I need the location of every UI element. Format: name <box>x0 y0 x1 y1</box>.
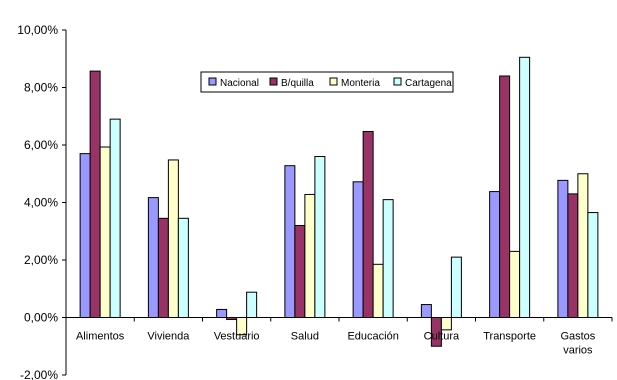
y-tick-label: 0,00% <box>24 311 58 325</box>
legend-swatch <box>393 77 402 86</box>
bar-cartagena <box>587 212 599 318</box>
y-tick-label: -2,00% <box>20 368 58 380</box>
bar-nacional <box>557 179 569 318</box>
x-axis-category-labels: Alimentos Vivienda Vestuario Salud Educación… <box>76 331 596 357</box>
y-tick-label: 8,00% <box>24 81 58 95</box>
bar-nacional <box>147 197 159 318</box>
bar-nacional <box>284 165 296 318</box>
bar-b-quilla <box>157 217 169 318</box>
bar-b-quilla <box>294 225 306 318</box>
legend-label: Nacional <box>220 78 259 89</box>
bar-nacional <box>216 308 228 319</box>
bar-monteria <box>99 146 111 318</box>
bar-cartagena <box>246 291 258 319</box>
bar-cartagena <box>450 256 462 319</box>
legend-swatch <box>269 77 278 86</box>
legend-swatch <box>329 77 338 86</box>
bar-nacional <box>352 181 364 318</box>
category-label: Vestuario <box>214 331 260 343</box>
y-tick-label: 10,00% <box>17 23 58 37</box>
bar-monteria <box>577 173 589 318</box>
legend-swatch <box>208 77 217 86</box>
bar-cartagena <box>519 56 531 319</box>
bar-b-quilla <box>362 130 374 318</box>
bar-cartagena <box>177 217 189 318</box>
bar-monteria <box>509 250 521 319</box>
bar-b-quilla <box>89 70 101 318</box>
bar-b-quilla <box>567 193 579 319</box>
legend-box <box>200 71 454 93</box>
y-tick-label: 4,00% <box>24 196 58 210</box>
y-tick-label: 2,00% <box>24 253 58 267</box>
category-label: Alimentos <box>76 331 125 343</box>
category-label: Transporte <box>483 331 536 343</box>
bar-monteria <box>440 317 452 331</box>
axes <box>62 29 613 376</box>
bar-monteria <box>372 263 384 318</box>
bars <box>79 56 599 347</box>
bar-monteria <box>167 159 179 318</box>
bar-nacional <box>79 153 91 318</box>
bar-nacional <box>420 304 432 318</box>
category-label: varios <box>563 345 593 357</box>
bar-cartagena <box>382 199 394 319</box>
legend-label: B/quilla <box>281 78 314 89</box>
legend: Nacional B/quilla Monteria Cartagena <box>200 71 454 93</box>
legend-label: Monteria <box>341 78 380 89</box>
bar-monteria <box>304 193 316 318</box>
bar-nacional <box>489 191 501 318</box>
bar-cartagena <box>314 156 326 318</box>
category-label: Gastos <box>560 331 595 343</box>
category-label: Educación <box>347 331 398 343</box>
y-tick-label: 6,00% <box>24 138 58 152</box>
y-axis-tick-labels: -2,00% 0,00% 2,00% 4,00% 6,00% 8,00% 10,00% <box>17 23 58 380</box>
category-label: Vivienda <box>147 331 190 343</box>
category-label: Cultura <box>424 331 460 343</box>
bar-b-quilla <box>499 75 511 318</box>
category-label: Salud <box>291 331 319 343</box>
bar-cartagena <box>109 118 121 319</box>
legend-label: Cartagena <box>405 78 452 89</box>
